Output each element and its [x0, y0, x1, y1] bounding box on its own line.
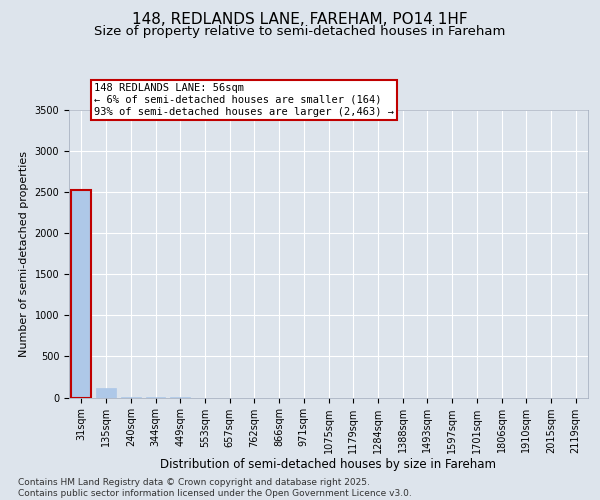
- Y-axis label: Number of semi-detached properties: Number of semi-detached properties: [19, 151, 29, 357]
- Text: Size of property relative to semi-detached houses in Fareham: Size of property relative to semi-detach…: [94, 25, 506, 38]
- Text: Contains HM Land Registry data © Crown copyright and database right 2025.
Contai: Contains HM Land Registry data © Crown c…: [18, 478, 412, 498]
- X-axis label: Distribution of semi-detached houses by size in Fareham: Distribution of semi-detached houses by …: [161, 458, 497, 471]
- Text: 148 REDLANDS LANE: 56sqm
← 6% of semi-detached houses are smaller (164)
93% of s: 148 REDLANDS LANE: 56sqm ← 6% of semi-de…: [94, 84, 394, 116]
- Bar: [71, 190, 91, 398]
- Text: 148, REDLANDS LANE, FAREHAM, PO14 1HF: 148, REDLANDS LANE, FAREHAM, PO14 1HF: [132, 12, 468, 28]
- Bar: [96, 388, 116, 398]
